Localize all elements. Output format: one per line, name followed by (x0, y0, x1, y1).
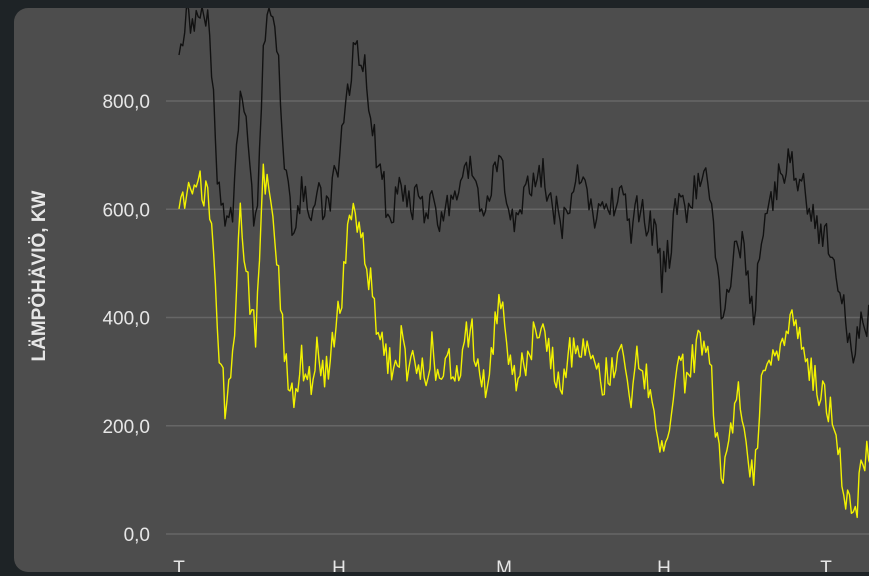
y-tick-label: 400,0 (102, 309, 150, 330)
x-tick-label: H (332, 558, 346, 572)
grid-lines (166, 100, 869, 535)
y-axis-label: LÄMPÖHÄVIÖ, KW (29, 190, 50, 361)
x-tick-label: H (657, 558, 671, 572)
x-tick-label: M (496, 558, 512, 572)
series-lines (178, 8, 869, 519)
chart-card: 0,0 200,0 400,0 600,0 800,0 T H M H T LÄMPÖHÄVIÖ… (14, 8, 869, 572)
y-tick-label: 600,0 (102, 200, 150, 221)
y-tick-label: 800,0 (102, 92, 150, 113)
y-tick-label: 0,0 (124, 525, 150, 546)
y-tick-label: 200,0 (102, 417, 150, 438)
series-line-1 (178, 8, 869, 364)
x-tick-label: T (820, 558, 832, 572)
x-tick-label: T (173, 558, 185, 572)
line-chart: 0,0 200,0 400,0 600,0 800,0 T H M H T LÄMPÖHÄVIÖ… (29, 8, 869, 572)
y-tick-labels: 0,0 200,0 400,0 600,0 800,0 (102, 92, 150, 546)
series-line-2 (178, 163, 869, 519)
